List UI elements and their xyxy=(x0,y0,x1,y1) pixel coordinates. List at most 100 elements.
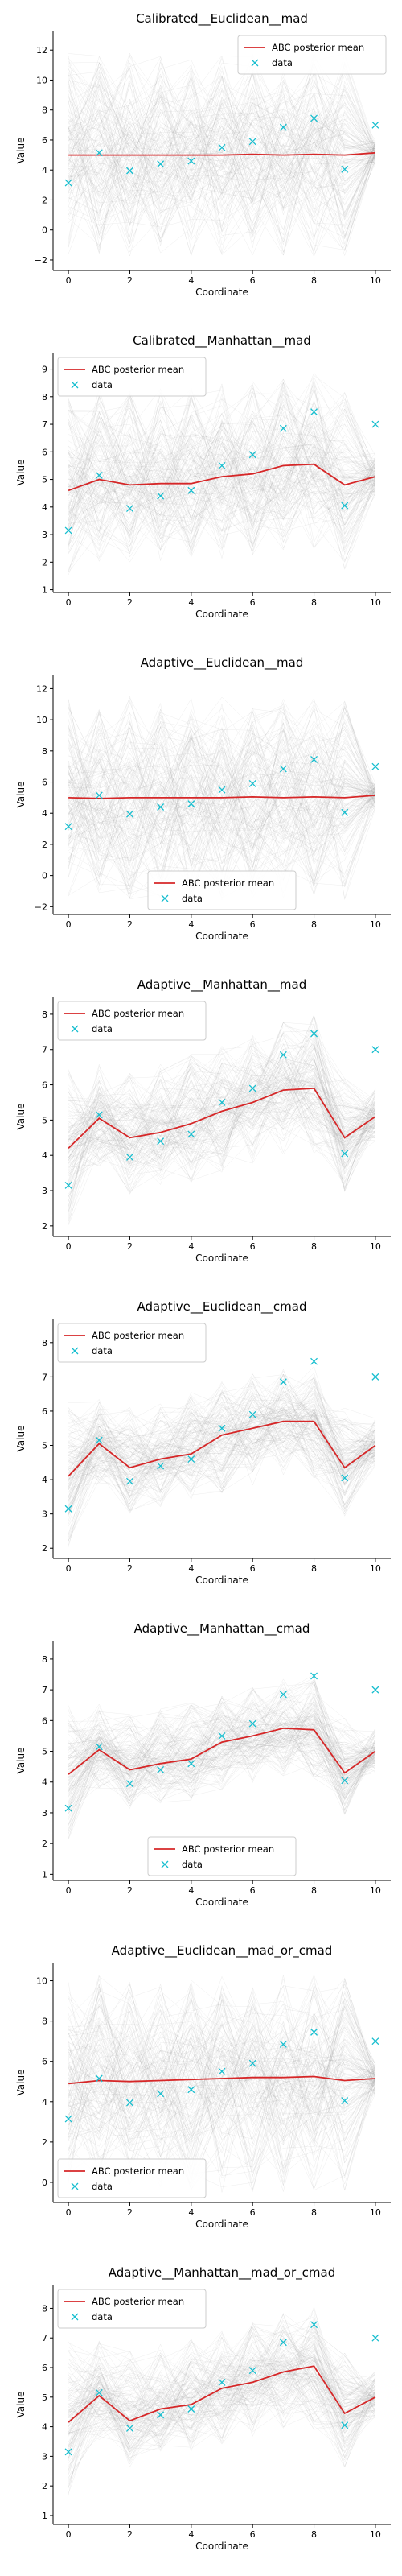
data-point xyxy=(125,1477,133,1485)
data-point xyxy=(371,1046,379,1054)
data-point xyxy=(218,2067,226,2075)
data-point xyxy=(218,461,226,469)
x-tick-label: 0 xyxy=(66,597,72,608)
data-point xyxy=(279,123,287,131)
x-tick-label: 6 xyxy=(250,1563,256,1574)
data-point xyxy=(64,1505,72,1513)
legend-mean-label: ABC posterior mean xyxy=(182,877,274,889)
legend: ABC posterior mean data xyxy=(57,1323,207,1363)
legend-data-label: data xyxy=(92,379,113,390)
legend-box xyxy=(147,870,297,910)
x-tick-label: 8 xyxy=(311,2207,317,2218)
y-tick-label: 2 xyxy=(42,2481,47,2491)
legend-data-label: data xyxy=(182,893,203,904)
y-tick-label: 0 xyxy=(42,871,47,881)
chart-panel-3: Adaptive__Euclidean__mad 0 2 4 6 8 10 −2 0 2 4 6 8 10… xyxy=(15,655,391,942)
mean-line xyxy=(68,795,375,799)
y-axis-label: Value xyxy=(15,2070,27,2096)
legend: ABC posterior mean data xyxy=(237,35,387,75)
posterior-samples xyxy=(68,1013,376,1225)
y-tick-label: 7 xyxy=(42,1372,47,1382)
data-point xyxy=(218,2378,226,2386)
legend-mean-label: ABC posterior mean xyxy=(92,2165,184,2177)
data-point xyxy=(157,2090,165,2098)
legend-data-swatch xyxy=(161,894,169,902)
x-tick-label: 0 xyxy=(66,919,72,930)
posterior-sample-lines xyxy=(68,696,376,901)
legend: ABC posterior mean data xyxy=(147,1836,297,1876)
y-tick-label: 3 xyxy=(42,1808,47,1818)
data-point xyxy=(187,1760,195,1768)
y-tick-label: 6 xyxy=(42,1406,47,1417)
legend-mean-label: ABC posterior mean xyxy=(272,42,364,53)
y-tick-label: 6 xyxy=(42,135,47,146)
posterior-samples xyxy=(68,2306,376,2496)
data-point xyxy=(157,1462,165,1470)
y-tick-label: 6 xyxy=(42,2363,47,2373)
posterior-samples xyxy=(68,1365,376,1547)
y-tick-label: 0 xyxy=(42,2178,47,2188)
y-tick-label: 5 xyxy=(42,475,47,485)
y-tick-label: 4 xyxy=(42,2097,47,2107)
y-tick-label: 3 xyxy=(42,1509,47,1520)
data-point xyxy=(371,762,379,770)
x-tick-label: 0 xyxy=(66,2207,72,2218)
x-axis-label: Coordinate xyxy=(195,1253,248,1264)
x-tick-label: 2 xyxy=(127,2529,133,2540)
y-tick-label: −2 xyxy=(35,902,47,912)
posterior-samples xyxy=(68,52,376,258)
legend: ABC posterior mean data xyxy=(57,2289,207,2329)
y-tick-label: 8 xyxy=(42,105,47,116)
data-point xyxy=(187,1130,195,1138)
data-point xyxy=(341,502,349,510)
y-tick-label: 8 xyxy=(42,2017,47,2027)
data-point xyxy=(64,1182,72,1189)
chart-title: Adaptive__Manhattan__cmad xyxy=(134,1621,310,1637)
x-tick-label: 8 xyxy=(311,1885,317,1896)
data-point xyxy=(310,1030,318,1038)
y-axis-label: Value xyxy=(15,460,27,486)
x-tick-label: 2 xyxy=(127,919,133,930)
y-tick-label: 5 xyxy=(42,1115,47,1125)
chart-title: Adaptive__Euclidean__mad xyxy=(141,655,304,671)
data-point xyxy=(125,2424,133,2432)
data-point xyxy=(64,823,72,831)
data-point xyxy=(371,121,379,129)
x-tick-label: 8 xyxy=(311,597,317,608)
data-point xyxy=(157,2411,165,2419)
x-tick-label: 8 xyxy=(311,1563,317,1574)
legend-data-swatch xyxy=(71,1347,79,1355)
x-tick-label: 6 xyxy=(250,275,256,286)
y-tick-label: 5 xyxy=(42,1747,47,1757)
legend-mean-label: ABC posterior mean xyxy=(92,364,184,375)
data-point xyxy=(187,1455,195,1463)
data-point xyxy=(341,808,349,816)
data-point xyxy=(279,2040,287,2048)
y-tick-label: 9 xyxy=(42,365,47,375)
chart-title: Adaptive__Manhattan__mad xyxy=(137,977,307,993)
x-axis-label: Coordinate xyxy=(195,1897,248,1908)
y-tick-label: 4 xyxy=(42,1150,47,1161)
y-tick-label: 6 xyxy=(42,778,47,788)
data-point xyxy=(279,1051,287,1059)
data-point xyxy=(248,1084,256,1092)
data-point xyxy=(64,526,72,535)
x-tick-label: 4 xyxy=(188,919,194,930)
x-tick-label: 6 xyxy=(250,1241,256,1252)
y-tick-label: 4 xyxy=(42,1777,47,1788)
data-point xyxy=(248,138,256,146)
y-tick-label: −2 xyxy=(35,255,47,266)
y-tick-label: 6 xyxy=(42,2057,47,2067)
data-point xyxy=(371,2037,379,2046)
data-point xyxy=(248,451,256,459)
data-point xyxy=(125,1780,133,1788)
data-point xyxy=(187,2086,195,2094)
y-tick-label: 2 xyxy=(42,557,47,568)
chart-panel-7: Adaptive__Euclidean__mad_or_cmad 0 2 4 6 8 10 0… xyxy=(15,1943,391,2230)
data-point xyxy=(310,1672,318,1680)
legend-data-swatch xyxy=(71,2182,79,2190)
y-axis-label: Value xyxy=(15,782,27,808)
posterior-sample-lines xyxy=(68,1674,376,1840)
y-tick-label: 4 xyxy=(42,808,47,819)
